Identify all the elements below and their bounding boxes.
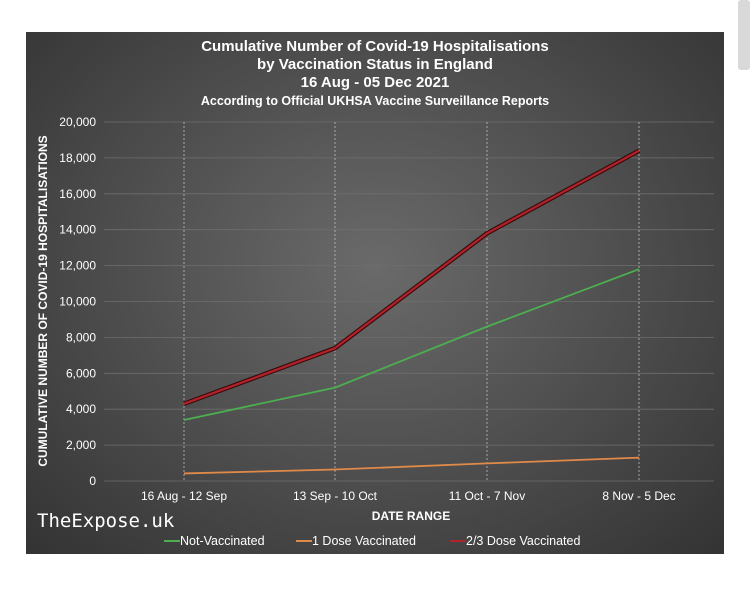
series-line <box>183 149 640 405</box>
series-line <box>183 268 640 421</box>
y-tick-label: 20,000 <box>59 115 96 129</box>
title-line-1: Cumulative Number of Covid-19 Hospitalis… <box>201 38 549 55</box>
y-tick-label: 18,000 <box>59 151 96 165</box>
legend-item: 2/3 Dose Vaccinated <box>450 534 580 548</box>
x-tick-label: 8 Nov - 5 Dec <box>602 489 675 503</box>
chart-subtitle: According to Official UKHSA Vaccine Surv… <box>201 94 549 108</box>
title-line-3: 16 Aug - 05 Dec 2021 <box>301 74 450 91</box>
x-tick-label: 16 Aug - 12 Sep <box>141 489 227 503</box>
legend: Not-Vaccinated 1 Dose Vaccinated 2/3 Dose … <box>164 534 580 548</box>
x-tick-label: 13 Sep - 10 Oct <box>293 489 378 503</box>
chart-svg: Cumulative Number of Covid-19 Hospitalis… <box>36 38 714 548</box>
y-tick-label: 10,000 <box>59 295 96 309</box>
series-2 <box>183 456 640 475</box>
series-3 <box>183 148 641 406</box>
legend-label: 1 Dose Vaccinated <box>312 534 416 548</box>
legend-item: 1 Dose Vaccinated <box>296 534 416 548</box>
y-tick-label: 2,000 <box>66 438 96 452</box>
y-tick-label: 14,000 <box>59 223 96 237</box>
title-line-2: by Vaccination Status in England <box>257 56 493 73</box>
y-axis-ticks: 0 2,000 4,000 6,000 8,000 10,000 12,000 14,000 1… <box>59 115 96 488</box>
series-line <box>183 456 640 475</box>
series-layer <box>183 148 641 475</box>
watermark-text: TheExpose.uk <box>37 510 175 532</box>
legend-label: 2/3 Dose Vaccinated <box>466 534 580 548</box>
x-axis-title: DATE RANGE <box>372 509 450 523</box>
y-axis-title: CUMULATIVE NUMBER OF COVID-19 HOSPITALIS… <box>36 135 50 466</box>
legend-item: Not-Vaccinated <box>164 534 265 548</box>
x-axis-ticks: 16 Aug - 12 Sep 13 Sep - 10 Oct 11 Oct - 7… <box>141 489 676 503</box>
y-tick-label: 16,000 <box>59 187 96 201</box>
legend-label: Not-Vaccinated <box>180 534 265 548</box>
scrollbar-thumb[interactable] <box>738 0 750 70</box>
grid-layer <box>104 121 714 482</box>
chart-title: Cumulative Number of Covid-19 Hospitalis… <box>201 38 549 108</box>
series-1 <box>183 268 640 421</box>
y-tick-label: 0 <box>89 474 96 488</box>
y-tick-label: 4,000 <box>66 402 96 416</box>
x-tick-label: 11 Oct - 7 Nov <box>449 489 525 503</box>
chart-panel: Cumulative Number of Covid-19 Hospitalis… <box>26 32 724 554</box>
y-tick-label: 12,000 <box>59 259 96 273</box>
y-tick-label: 8,000 <box>66 330 96 344</box>
y-tick-label: 6,000 <box>66 366 96 380</box>
